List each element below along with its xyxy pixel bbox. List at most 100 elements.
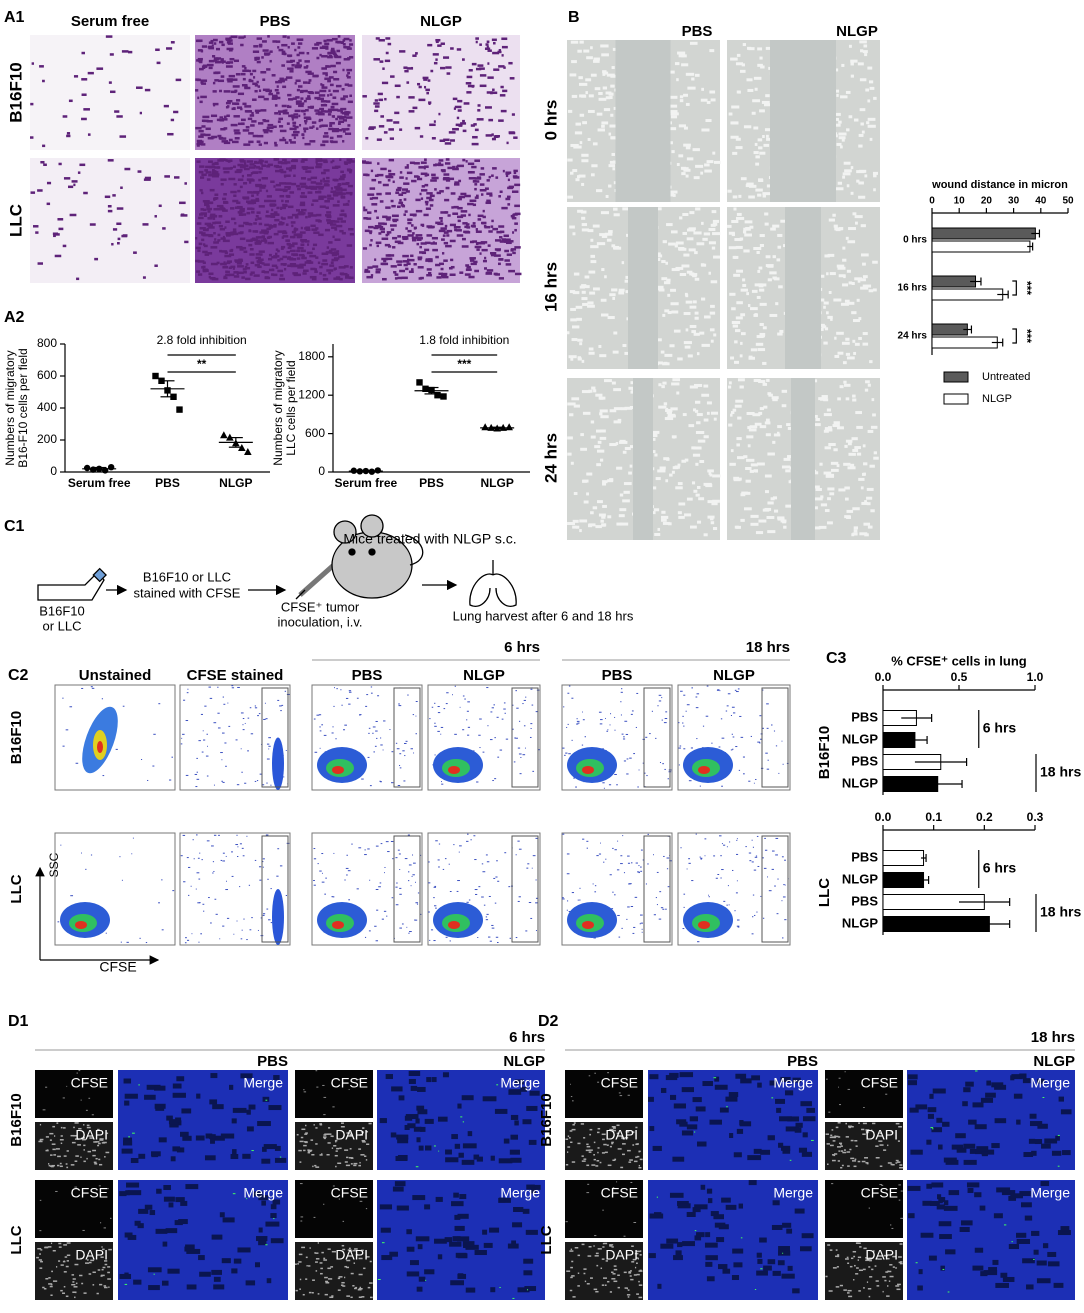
speckle (600, 719, 603, 721)
speckle (374, 209, 378, 213)
speckle (77, 1138, 80, 1140)
speckle (479, 67, 485, 70)
speckle (405, 740, 408, 742)
speckle (568, 1137, 571, 1139)
speckle (466, 710, 469, 712)
speckle (263, 52, 271, 55)
speckle (340, 170, 344, 174)
speckle (479, 74, 487, 77)
speckle (683, 312, 691, 316)
speckle (223, 115, 227, 119)
speckle (184, 182, 187, 185)
speckle (462, 158, 466, 162)
speckle (341, 231, 346, 235)
speckle (162, 1241, 168, 1247)
speckle (93, 1161, 97, 1164)
speckle (383, 910, 387, 912)
speckle (858, 317, 862, 321)
row-label: LLC (8, 1225, 25, 1254)
speckle (307, 178, 312, 181)
speckle (268, 257, 273, 261)
speckle (490, 1155, 495, 1161)
speckle (764, 849, 768, 851)
speckle (301, 158, 308, 161)
speckle (258, 866, 262, 868)
speckle (441, 238, 445, 241)
speckle (387, 42, 392, 46)
speckle (279, 194, 285, 198)
speckle (764, 128, 771, 132)
speckle (748, 195, 755, 199)
speckle (408, 1070, 421, 1076)
speckle (645, 883, 648, 885)
speckle (412, 232, 415, 235)
speckle (347, 124, 351, 127)
speckle (334, 1154, 338, 1157)
speckle (184, 240, 189, 244)
speckle (675, 241, 684, 245)
speckle (364, 1155, 367, 1158)
speckle (507, 203, 511, 206)
speckle (201, 238, 205, 242)
speckle (467, 1131, 473, 1137)
speckle (316, 127, 319, 130)
speckle (866, 487, 874, 491)
speckle (828, 426, 832, 430)
speckle (567, 436, 573, 440)
speckle (392, 236, 398, 240)
speckle (316, 159, 322, 162)
speckle (735, 329, 741, 333)
speckle (214, 898, 217, 900)
speckle (249, 707, 252, 709)
speckle (153, 733, 156, 735)
speckle (742, 278, 746, 282)
speckle (863, 462, 868, 466)
speckle (245, 125, 250, 129)
speckle (283, 230, 287, 233)
speckle (433, 886, 437, 888)
speckle (411, 224, 414, 227)
speckle (620, 701, 622, 703)
speckle (382, 277, 387, 281)
speckle (501, 206, 508, 210)
speckle (713, 160, 721, 164)
speckle (256, 60, 261, 64)
speckle (51, 1164, 55, 1167)
speckle (363, 208, 368, 212)
speckle (92, 1149, 97, 1152)
speckle (287, 256, 291, 259)
speckle (440, 733, 442, 735)
speckle (318, 118, 324, 122)
speckle (608, 132, 612, 136)
speckle (388, 173, 396, 176)
speckle (665, 479, 669, 483)
speckle (666, 410, 672, 414)
speckle (821, 325, 827, 329)
speckle (201, 143, 206, 146)
speckle (302, 136, 305, 140)
speckle (258, 89, 262, 92)
speckle (100, 1256, 104, 1258)
speckle (651, 710, 653, 712)
speckle (498, 1158, 513, 1164)
speckle (277, 249, 280, 253)
speckle (378, 98, 384, 102)
speckle (852, 507, 860, 511)
speckle (465, 1244, 479, 1250)
speckle (256, 140, 261, 143)
speckle (512, 1222, 523, 1228)
speckle (835, 117, 839, 121)
speckle (362, 95, 367, 98)
speckle (681, 459, 687, 463)
speckle (417, 1244, 423, 1250)
speckle (710, 411, 719, 415)
speckle (661, 518, 667, 522)
speckle (63, 1127, 66, 1129)
speckle (599, 412, 603, 416)
speckle (213, 241, 219, 244)
speckle (457, 99, 463, 103)
speckle (486, 179, 490, 182)
speckle (755, 188, 763, 192)
speckle (344, 214, 347, 218)
speckle (525, 930, 528, 932)
